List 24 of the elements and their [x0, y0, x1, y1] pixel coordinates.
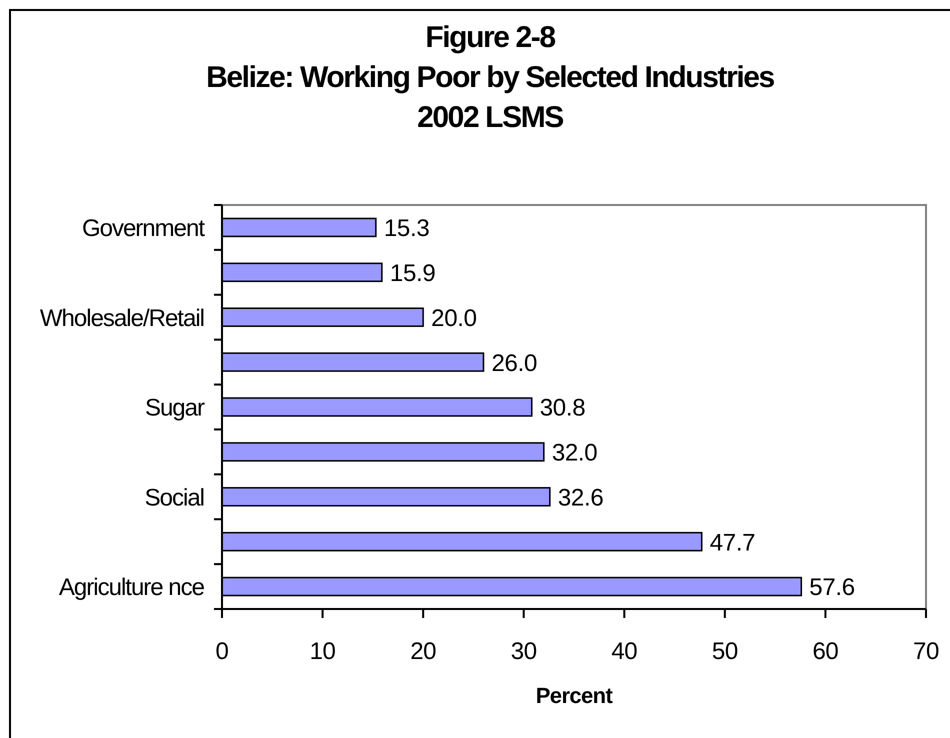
- data-label: 47.7: [710, 529, 756, 556]
- x-tick-label: 20: [410, 638, 436, 665]
- x-tick-label: 70: [913, 638, 939, 665]
- data-label: 26.0: [491, 350, 537, 377]
- x-tick-label: 10: [310, 638, 336, 665]
- y-tick-label: Government: [82, 215, 206, 242]
- data-label: 15.9: [390, 260, 436, 287]
- data-label: 32.6: [558, 484, 604, 512]
- data-label: 15.3: [384, 215, 430, 242]
- y-tick-label: Agriculture nce: [58, 574, 205, 602]
- data-label: 32.0: [552, 440, 598, 467]
- x-tick-label: 40: [611, 638, 638, 665]
- data-label: 57.6: [809, 574, 855, 602]
- data-label: 20.0: [431, 304, 477, 332]
- x-tick-label: 30: [510, 638, 537, 665]
- y-tick-label: Wholesale/Retail: [40, 304, 204, 332]
- x-axis-title: Percent: [536, 683, 614, 708]
- x-tick-label: 60: [812, 638, 838, 665]
- data-label: 30.8: [540, 394, 586, 422]
- x-tick-label: 50: [712, 638, 738, 665]
- y-tick-label: Social: [144, 484, 204, 512]
- y-tick-label: Sugar: [144, 394, 206, 422]
- chart-title: Figure 2-8 Belize: Working Poor by Selected Industries 2002 LSMS: [206, 21, 775, 134]
- x-tick-label: 0: [216, 638, 229, 665]
